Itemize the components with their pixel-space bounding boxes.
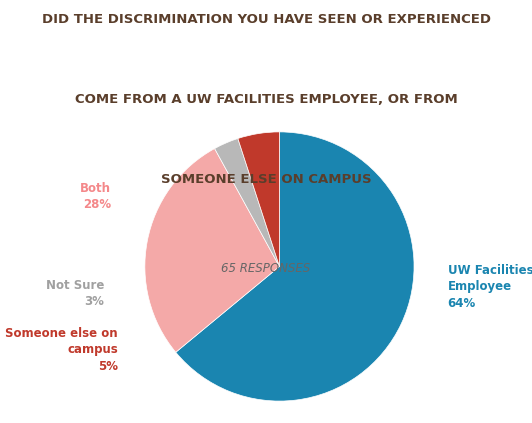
Wedge shape <box>214 138 279 266</box>
Text: Someone else on
campus
5%: Someone else on campus 5% <box>5 327 118 373</box>
Wedge shape <box>238 132 279 266</box>
Text: 65 RESPONSES: 65 RESPONSES <box>221 262 311 275</box>
Wedge shape <box>176 132 414 401</box>
Text: SOMEONE ELSE ON CAMPUS: SOMEONE ELSE ON CAMPUS <box>161 173 371 187</box>
Wedge shape <box>145 148 279 352</box>
Text: Not Sure
3%: Not Sure 3% <box>46 279 104 308</box>
Text: COME FROM A UW FACILITIES EMPLOYEE, OR FROM: COME FROM A UW FACILITIES EMPLOYEE, OR F… <box>74 93 458 106</box>
Text: Both
28%: Both 28% <box>80 182 111 211</box>
Text: DID THE DISCRIMINATION YOU HAVE SEEN OR EXPERIENCED: DID THE DISCRIMINATION YOU HAVE SEEN OR … <box>41 13 491 26</box>
Text: UW Facilities
Employee
64%: UW Facilities Employee 64% <box>448 264 532 310</box>
